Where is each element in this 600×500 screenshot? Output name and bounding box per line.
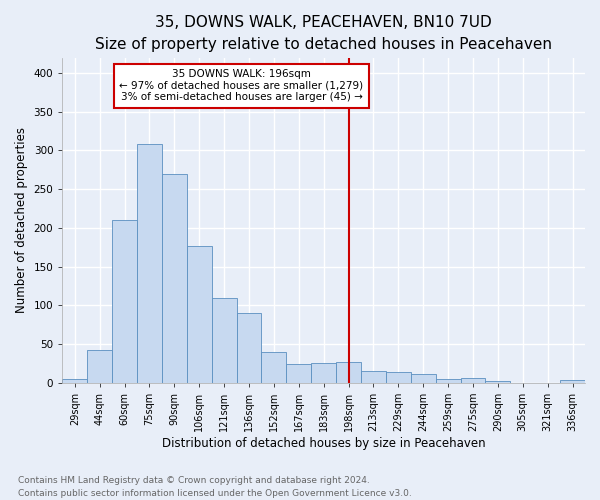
Bar bbox=[87, 350, 112, 383]
Bar bbox=[411, 374, 436, 383]
Bar bbox=[236, 313, 262, 383]
Bar bbox=[286, 364, 311, 383]
Bar bbox=[187, 246, 212, 383]
Bar bbox=[361, 372, 386, 383]
Bar bbox=[212, 298, 236, 383]
Bar bbox=[336, 362, 361, 383]
Y-axis label: Number of detached properties: Number of detached properties bbox=[15, 127, 28, 313]
Bar bbox=[137, 144, 162, 383]
Bar bbox=[162, 174, 187, 383]
Text: Contains HM Land Registry data © Crown copyright and database right 2024.
Contai: Contains HM Land Registry data © Crown c… bbox=[18, 476, 412, 498]
Bar bbox=[436, 379, 461, 383]
Title: 35, DOWNS WALK, PEACEHAVEN, BN10 7UD
Size of property relative to detached house: 35, DOWNS WALK, PEACEHAVEN, BN10 7UD Siz… bbox=[95, 15, 552, 52]
Bar bbox=[62, 379, 87, 383]
Bar bbox=[311, 363, 336, 383]
Bar bbox=[262, 352, 286, 383]
Bar bbox=[112, 220, 137, 383]
Bar bbox=[485, 380, 511, 383]
Bar bbox=[461, 378, 485, 383]
Text: 35 DOWNS WALK: 196sqm
← 97% of detached houses are smaller (1,279)
3% of semi-de: 35 DOWNS WALK: 196sqm ← 97% of detached … bbox=[119, 69, 364, 102]
X-axis label: Distribution of detached houses by size in Peacehaven: Distribution of detached houses by size … bbox=[162, 437, 485, 450]
Bar bbox=[560, 380, 585, 383]
Bar bbox=[386, 372, 411, 383]
